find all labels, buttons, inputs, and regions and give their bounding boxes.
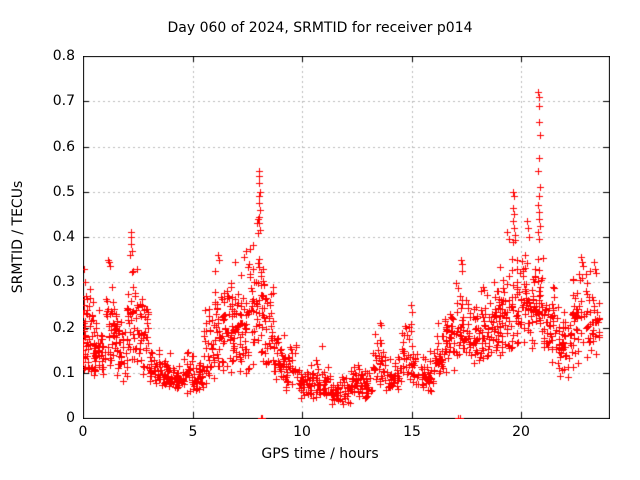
y-tick-label: 0.5 (52, 184, 75, 200)
y-tick-label: 0.3 (52, 274, 75, 290)
y-tick-label: 0 (66, 410, 75, 426)
x-tick-label: 15 (403, 424, 421, 440)
y-axis-label: SRMTID / TECUs (10, 180, 26, 294)
x-tick-label: 10 (293, 424, 311, 440)
y-tick-label: 0.7 (52, 93, 75, 109)
y-tick-label: 0.6 (52, 139, 75, 155)
plot-area (83, 56, 610, 419)
y-tick-label: 0.1 (52, 365, 75, 381)
y-tick-label: 0.2 (52, 320, 75, 336)
x-tick-label: 0 (78, 424, 88, 440)
x-axis-label: GPS time / hours (261, 446, 379, 462)
chart-title: Day 060 of 2024, SRMTID for receiver p01… (167, 20, 473, 36)
x-tick-label: 20 (512, 424, 530, 440)
scatter-plot-canvas (83, 56, 610, 419)
x-tick-label: 5 (188, 424, 198, 440)
y-tick-label: 0.8 (52, 48, 75, 64)
y-tick-label: 0.4 (52, 229, 75, 245)
